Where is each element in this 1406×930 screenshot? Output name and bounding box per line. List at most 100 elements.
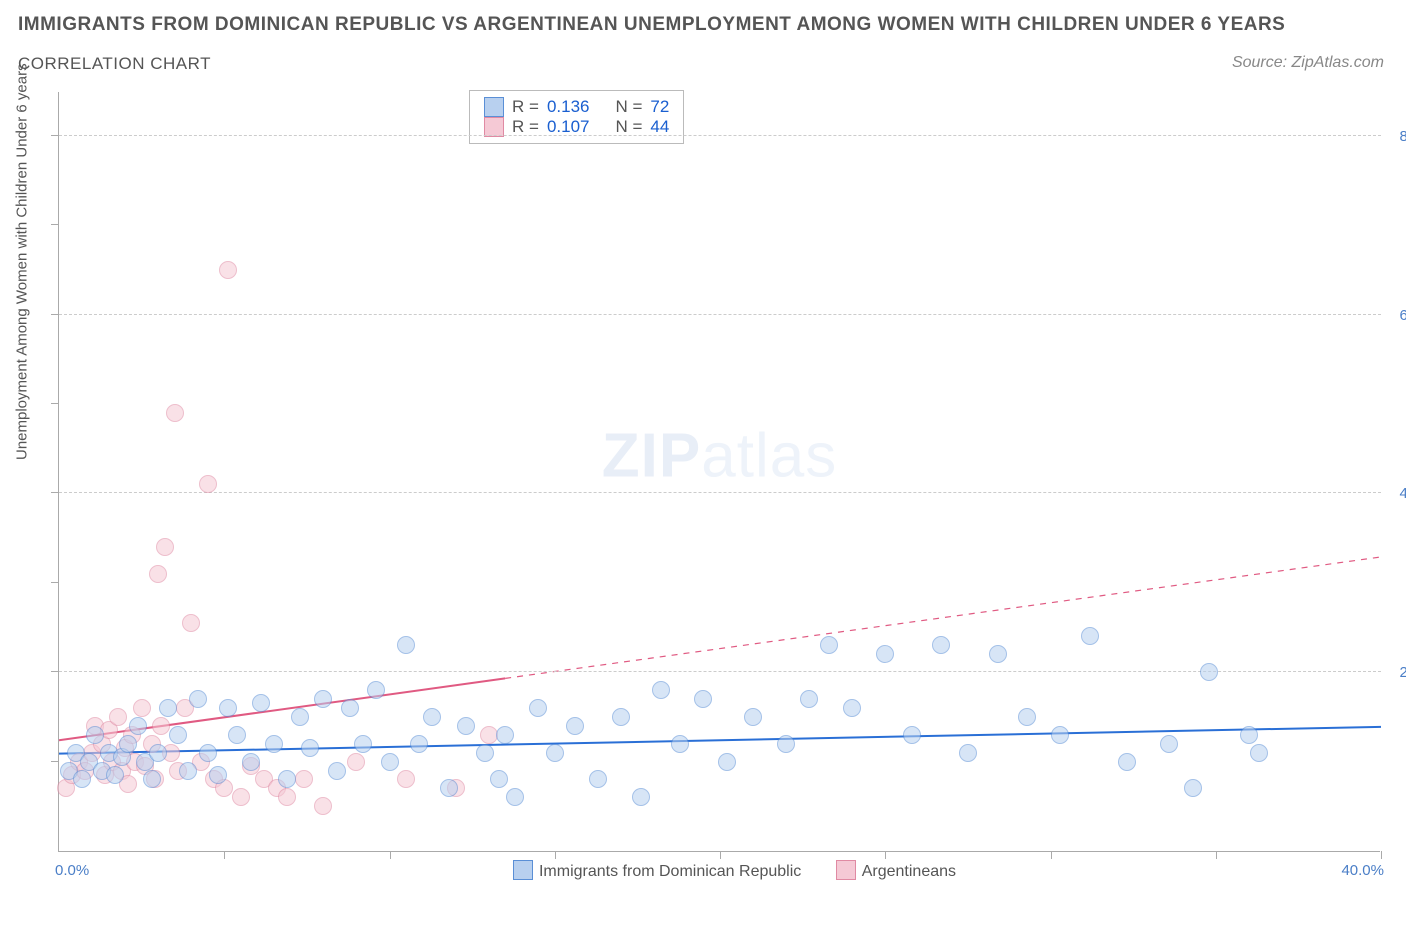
bottom-legend: Immigrants from Dominican Republic Argen… <box>59 860 1380 881</box>
scatter-point <box>265 735 283 753</box>
source-attribution: Source: ZipAtlas.com <box>1232 54 1384 72</box>
x-tick-mark <box>720 851 721 859</box>
scatter-point <box>159 699 177 717</box>
scatter-point <box>295 770 313 788</box>
y-tick-mark <box>51 582 59 583</box>
y-tick-mark <box>51 671 59 672</box>
y-tick-mark <box>51 403 59 404</box>
x-tick-mark <box>1051 851 1052 859</box>
scatter-point <box>73 770 91 788</box>
gridline-h <box>59 314 1381 315</box>
scatter-point <box>480 726 498 744</box>
scatter-point <box>278 788 296 806</box>
scatter-point <box>744 708 762 726</box>
scatter-point <box>219 261 237 279</box>
scatter-point <box>632 788 650 806</box>
scatter-point <box>189 690 207 708</box>
plot-area: ZIPatlas R = 0.136 N = 72 R = 0.107 N = … <box>58 92 1380 852</box>
scatter-point <box>232 788 250 806</box>
y-tick-label: 60.0% <box>1399 307 1406 324</box>
scatter-point <box>440 779 458 797</box>
scatter-point <box>496 726 514 744</box>
scatter-point <box>278 770 296 788</box>
scatter-point <box>506 788 524 806</box>
scatter-point <box>252 694 270 712</box>
scatter-point <box>1200 663 1218 681</box>
y-tick-label: 20.0% <box>1399 664 1406 681</box>
scatter-point <box>843 699 861 717</box>
y-tick-label: 80.0% <box>1399 128 1406 145</box>
y-tick-mark <box>51 135 59 136</box>
scatter-point <box>301 739 319 757</box>
scatter-point <box>86 726 104 744</box>
legend-swatch-argentinean <box>836 860 856 880</box>
scatter-point <box>152 717 170 735</box>
scatter-point <box>156 538 174 556</box>
scatter-point <box>381 753 399 771</box>
x-tick-mark <box>390 851 391 859</box>
scatter-point <box>367 681 385 699</box>
scatter-point <box>457 717 475 735</box>
y-axis-label: Unemployment Among Women with Children U… <box>14 63 31 460</box>
scatter-point <box>219 699 237 717</box>
scatter-point <box>1018 708 1036 726</box>
scatter-point <box>1081 627 1099 645</box>
y-tick-label: 40.0% <box>1399 485 1406 502</box>
scatter-point <box>182 614 200 632</box>
scatter-point <box>546 744 564 762</box>
legend-label-dominican: Immigrants from Dominican Republic <box>539 863 801 880</box>
x-tick-mark <box>555 851 556 859</box>
scatter-point <box>129 717 147 735</box>
scatter-point <box>423 708 441 726</box>
x-tick-mark <box>885 851 886 859</box>
scatter-point <box>314 797 332 815</box>
scatter-point <box>718 753 736 771</box>
x-tick-mark <box>1216 851 1217 859</box>
scatter-point <box>109 708 127 726</box>
chart-container: IMMIGRANTS FROM DOMINICAN REPUBLIC VS AR… <box>0 0 1406 930</box>
scatter-point <box>149 744 167 762</box>
scatter-point <box>1184 779 1202 797</box>
scatter-point <box>820 636 838 654</box>
gridline-h <box>59 492 1381 493</box>
scatter-point <box>119 735 137 753</box>
x-tick-mark <box>1381 851 1382 859</box>
scatter-point <box>199 744 217 762</box>
scatter-point <box>314 690 332 708</box>
scatter-point <box>652 681 670 699</box>
y-tick-mark <box>51 761 59 762</box>
scatter-point <box>490 770 508 788</box>
scatter-point <box>589 770 607 788</box>
y-tick-mark <box>51 314 59 315</box>
scatter-point <box>149 565 167 583</box>
scatter-point <box>694 690 712 708</box>
trendlines-svg <box>59 92 1381 852</box>
scatter-point <box>179 762 197 780</box>
y-tick-mark <box>51 492 59 493</box>
scatter-point <box>354 735 372 753</box>
scatter-point <box>529 699 547 717</box>
scatter-point <box>1160 735 1178 753</box>
scatter-point <box>347 753 365 771</box>
scatter-point <box>397 636 415 654</box>
scatter-point <box>476 744 494 762</box>
scatter-point <box>133 699 151 717</box>
scatter-point <box>1240 726 1258 744</box>
chart-title: IMMIGRANTS FROM DOMINICAN REPUBLIC VS AR… <box>18 14 1285 36</box>
scatter-point <box>397 770 415 788</box>
scatter-point <box>106 766 124 784</box>
scatter-point <box>989 645 1007 663</box>
scatter-point <box>1051 726 1069 744</box>
scatter-point <box>800 690 818 708</box>
scatter-point <box>1118 753 1136 771</box>
scatter-point <box>143 770 161 788</box>
y-tick-mark <box>51 224 59 225</box>
scatter-point <box>959 744 977 762</box>
scatter-point <box>903 726 921 744</box>
gridline-h <box>59 135 1381 136</box>
x-tick-mark <box>224 851 225 859</box>
scatter-point <box>671 735 689 753</box>
scatter-point <box>228 726 246 744</box>
scatter-point <box>242 753 260 771</box>
scatter-point <box>291 708 309 726</box>
